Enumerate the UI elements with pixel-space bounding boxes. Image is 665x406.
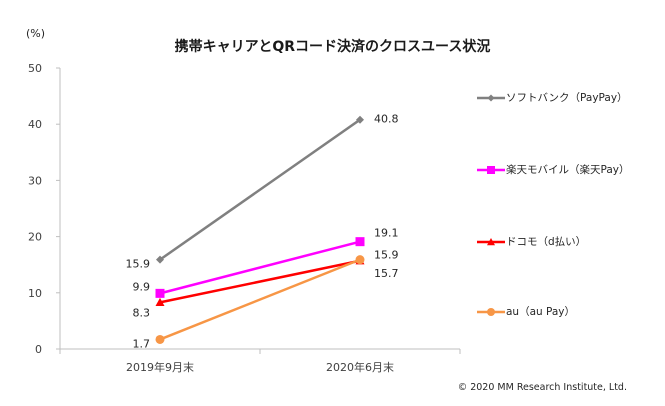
legend-swatch-marker: [487, 94, 495, 101]
y-tick-label: 50: [28, 62, 42, 75]
series-line: [159, 259, 361, 304]
x-tick-label: 2020年6月末: [326, 360, 394, 374]
data-point-marker: [356, 115, 364, 124]
data-label: 15.9: [374, 249, 399, 262]
chart-series: [155, 115, 365, 344]
y-tick-label: 20: [28, 231, 42, 244]
legend-label: au（au Pay）: [506, 306, 576, 318]
data-point-marker: [156, 255, 164, 264]
data-point-marker: [155, 297, 165, 306]
data-label: 9.9: [133, 280, 151, 293]
data-label: 40.8: [374, 113, 399, 126]
y-tick-label: 0: [35, 343, 42, 356]
copyright-notice: © 2020 MM Research Institute, Ltd.: [457, 382, 627, 393]
data-point-marker: [355, 237, 365, 247]
data-label: 8.3: [133, 306, 151, 319]
chart-title: 携帯キャリアとQRコード決済のクロスユース状況: [174, 39, 491, 55]
chart-legend: ソフトバンク（PayPay） 楽天モバイル（楽天Pay） ドコモ（d払い） au（au…: [476, 78, 661, 338]
data-point-marker: [355, 255, 365, 265]
legend-swatch: [477, 307, 505, 316]
chart-axes: 0 10 20 30 40 50 2019年9月末 2020年6月末: [28, 62, 461, 374]
chart-data-labels: 15.9 40.8 9.9 19.1 8.3 15.7 1.7 15.9: [126, 113, 399, 351]
legend-item: ソフトバンク（PayPay）: [476, 90, 628, 105]
series-line: [159, 118, 361, 261]
data-label: 15.9: [126, 258, 151, 271]
legend-item: au（au Pay）: [476, 304, 575, 319]
data-point-marker: [155, 288, 165, 298]
legend-swatch-marker: [487, 307, 495, 316]
series-line: [159, 258, 361, 341]
legend-label: ソフトバンク（PayPay）: [506, 92, 628, 104]
legend-swatch-marker: [487, 165, 495, 174]
data-point-marker: [155, 334, 165, 344]
y-axis-unit-label: (%): [26, 27, 46, 40]
legend-label: 楽天モバイル（楽天Pay）: [506, 164, 630, 176]
legend-item: ドコモ（d払い）: [476, 234, 586, 249]
y-tick-label: 30: [28, 174, 42, 187]
y-tick-label: 40: [28, 118, 42, 131]
legend-label: ドコモ（d払い）: [506, 236, 587, 248]
legend-swatch: [477, 165, 505, 174]
y-tick-label: 10: [28, 287, 42, 300]
legend-swatch: [477, 94, 505, 101]
data-label: 1.7: [133, 337, 151, 350]
x-tick-label: 2019年9月末: [126, 360, 194, 374]
legend-swatch-marker: [487, 237, 495, 245]
data-label: 19.1: [374, 227, 399, 240]
data-label: 15.7: [374, 267, 399, 280]
legend-swatch: [477, 237, 505, 245]
legend-item: 楽天モバイル（楽天Pay）: [476, 162, 630, 177]
series-line: [159, 240, 361, 295]
